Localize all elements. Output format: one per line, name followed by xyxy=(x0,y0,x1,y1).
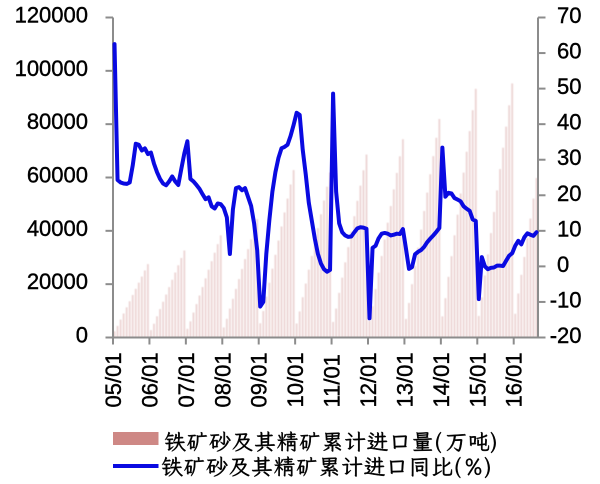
svg-text:-10: -10 xyxy=(550,287,582,312)
svg-text:120000: 120000 xyxy=(15,3,88,28)
svg-text:15/01: 15/01 xyxy=(465,352,490,407)
svg-text:0: 0 xyxy=(76,323,88,348)
svg-text:0: 0 xyxy=(557,252,569,277)
svg-text:16/01: 16/01 xyxy=(502,352,527,407)
svg-text:-20: -20 xyxy=(550,323,582,348)
svg-text:14/01: 14/01 xyxy=(429,352,454,407)
svg-text:06/01: 06/01 xyxy=(137,352,162,407)
svg-text:08/01: 08/01 xyxy=(210,352,235,407)
svg-text:09/01: 09/01 xyxy=(247,352,272,407)
svg-text:40: 40 xyxy=(557,110,581,135)
svg-text:100000: 100000 xyxy=(15,56,88,81)
svg-text:40000: 40000 xyxy=(27,216,88,241)
svg-text:10: 10 xyxy=(557,216,581,241)
svg-text:20000: 20000 xyxy=(27,269,88,294)
svg-text:05/01: 05/01 xyxy=(101,352,126,407)
svg-text:13/01: 13/01 xyxy=(392,352,417,407)
svg-text:60: 60 xyxy=(557,39,581,64)
svg-text:80000: 80000 xyxy=(27,109,88,134)
svg-text:60000: 60000 xyxy=(27,163,88,188)
svg-text:07/01: 07/01 xyxy=(174,352,199,407)
svg-text:30: 30 xyxy=(557,145,581,170)
svg-text:12/01: 12/01 xyxy=(356,352,381,407)
svg-text:50: 50 xyxy=(557,74,581,99)
svg-text:70: 70 xyxy=(557,3,581,28)
svg-text:11/01: 11/01 xyxy=(320,354,345,407)
svg-text:10/01: 10/01 xyxy=(283,352,308,407)
svg-text:20: 20 xyxy=(557,181,581,206)
